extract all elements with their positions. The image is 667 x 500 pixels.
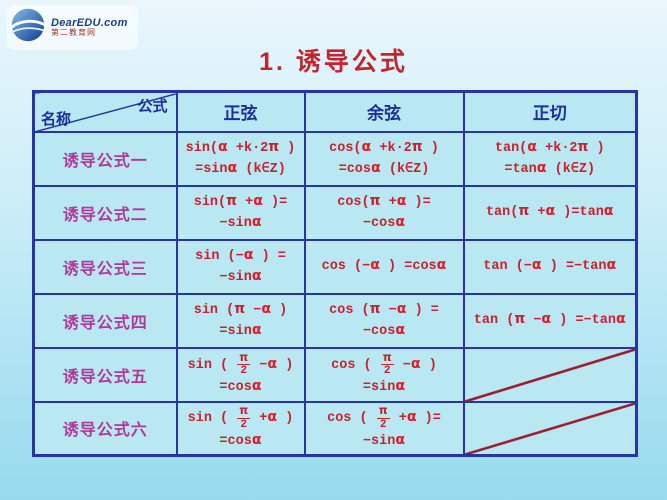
formula-line: tan (π −α ) =−tanα <box>473 311 626 329</box>
row-name-label: 诱导公式三 <box>62 260 148 278</box>
cell-cos: cos(π +α )= −cosα <box>303 184 465 241</box>
table-row: 诱导公式四 sin (π −α ) =sinα cos (π −α ) = −cos… <box>32 292 638 349</box>
logo-brand-text: DearEDU.com <box>51 17 128 30</box>
globe-icon <box>9 7 47 48</box>
formula-line: sin(π +α )= <box>193 193 288 211</box>
cell-tan: tan (−α ) =−tanα <box>462 238 638 295</box>
table-row: 诱导公式一 sin(α +k·2π ) =sinα (k∈Z) cos(α +k·… <box>32 130 638 187</box>
col-header-sine: 正弦 <box>175 90 306 133</box>
cell-sin: sin (π −α ) =sinα <box>175 292 306 349</box>
row-name: 诱导公式三 <box>32 238 178 295</box>
formula-line: =sinα <box>362 378 406 396</box>
formula-line: tan(π +α )=tanα <box>485 203 614 221</box>
row-name-label: 诱导公式四 <box>62 314 148 332</box>
formula-line: cos (π −α ) = <box>329 301 439 319</box>
cell-sin: sin(π +α )= −sinα <box>175 184 306 241</box>
cell-cos: cos (π −α ) = −cosα <box>303 292 465 349</box>
formula-line: −sinα <box>219 267 262 285</box>
formula-line: sin (−α ) = <box>195 247 286 265</box>
row-name: 诱导公式六 <box>32 400 178 457</box>
formula-line: tan(α +k·2π ) <box>494 139 605 157</box>
row-name-label: 诱导公式五 <box>62 368 148 386</box>
formula-line: tan (−α ) =−tanα <box>483 257 617 275</box>
col-header-cosine: 余弦 <box>303 90 465 133</box>
formula-line: =cosα (k∈Z) <box>338 159 430 177</box>
formula-line: sin (π −α ) <box>193 301 288 319</box>
row-name: 诱导公式五 <box>32 346 178 403</box>
cell-tan: tan(π +α )=tanα <box>462 184 638 241</box>
cell-sin: sin(α +k·2π ) =sinα (k∈Z) <box>175 130 306 187</box>
cell-cos: cos(α +k·2π ) =cosα (k∈Z) <box>303 130 465 187</box>
table-corner-cell: 公式 名称 <box>32 90 178 133</box>
page-title: 1. 诱导公式 <box>259 48 408 76</box>
row-name: 诱导公式一 <box>32 130 178 187</box>
formula-line: =cosα <box>219 431 262 449</box>
formula-line: =sinα <box>219 321 262 339</box>
corner-label-name: 名称 <box>41 110 72 128</box>
dearedu-logo: DearEDU.com 第二教育网 <box>7 5 138 50</box>
table-header-row: 公式 名称 正弦 余弦 正切 <box>32 90 638 133</box>
row-name-label: 诱导公式二 <box>62 206 148 224</box>
table-row: 诱导公式三 sin (−α ) = −sinα cos (−α ) =cosα t… <box>32 238 638 295</box>
corner-label-formula: 公式 <box>137 98 168 115</box>
row-name: 诱导公式二 <box>32 184 178 241</box>
formula-line: cos(α +k·2π ) <box>329 139 439 157</box>
formula-line: =sinα (k∈Z) <box>195 159 286 177</box>
formula-table-body: 诱导公式一 sin(α +k·2π ) =sinα (k∈Z) cos(α +k·… <box>32 130 638 457</box>
cell-tan: tan (π −α ) =−tanα <box>462 292 638 349</box>
logo-sub-text: 第二教育网 <box>51 28 96 38</box>
formula-line: =tanα (k∈Z) <box>504 159 596 177</box>
cell-tan-diagonal-strike <box>462 346 638 403</box>
table-row: 诱导公式二 sin(π +α )= −sinα cos(π +α )= −cosα … <box>32 184 638 241</box>
formula-line: −cosα <box>362 321 406 339</box>
row-name-label: 诱导公式一 <box>62 152 148 170</box>
formula-line: =cosα <box>219 378 262 396</box>
cell-tan: tan(α +k·2π ) =tanα (k∈Z) <box>462 130 638 187</box>
formula-line: −sinα <box>219 213 262 231</box>
cell-cos: cos (−α ) =cosα <box>303 238 465 295</box>
row-name-label: 诱导公式六 <box>62 422 148 440</box>
col-header-tangent: 正切 <box>462 90 638 133</box>
formula-line: −cosα <box>362 213 406 231</box>
cell-tan-diagonal-strike <box>462 400 638 457</box>
cell-sin: sin (−α ) = −sinα <box>175 238 306 295</box>
row-name: 诱导公式四 <box>32 292 178 349</box>
formula-table: 公式 名称 正弦 余弦 正切 诱导公式一 sin(α +k·2π ) =sinα … <box>32 90 638 457</box>
formula-line: sin(α +k·2π ) <box>185 139 296 157</box>
formula-line: cos(π +α )= <box>337 193 431 211</box>
formula-line: −sinα <box>362 431 406 449</box>
formula-line: cos (−α ) =cosα <box>321 257 447 275</box>
